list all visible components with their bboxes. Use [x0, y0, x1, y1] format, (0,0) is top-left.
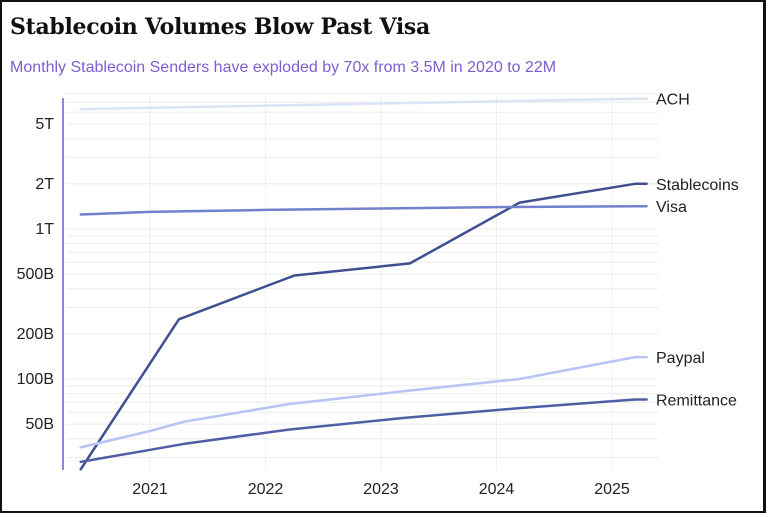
series-line-paypal [79, 355, 648, 449]
x-tick-label: 2024 [479, 481, 515, 498]
x-tick-label: 2021 [132, 481, 168, 498]
series-label-visa: Visa [656, 199, 687, 216]
series-label-remittance: Remittance [656, 393, 737, 410]
y-tick-label: 1T [35, 221, 54, 238]
y-tick-label: 5T [35, 116, 54, 133]
series-line-ach [79, 97, 648, 111]
x-tick-label: 2022 [248, 481, 284, 498]
chart-subtitle: Monthly Stablecoin Senders have exploded… [10, 59, 557, 76]
y-tick-label: 2T [35, 176, 54, 193]
x-tick-label: 2023 [363, 481, 399, 498]
gridlines [66, 93, 658, 458]
series-label-ach: ACH [656, 92, 690, 109]
x-tick-label: 2025 [594, 481, 630, 498]
series-label-stablecoins: Stablecoins [656, 177, 739, 194]
y-tick-label: 50B [26, 416, 54, 433]
y-tick-label: 100B [17, 371, 54, 388]
series-line-remittance [79, 398, 648, 464]
series-line-stablecoins [79, 182, 648, 471]
y-tick-label: 200B [17, 326, 54, 343]
y-tick-label: 500B [17, 266, 54, 283]
series-label-paypal: Paypal [656, 350, 705, 367]
chart-title: Stablecoin Volumes Blow Past Visa [10, 14, 430, 40]
series-line-visa [79, 204, 648, 216]
